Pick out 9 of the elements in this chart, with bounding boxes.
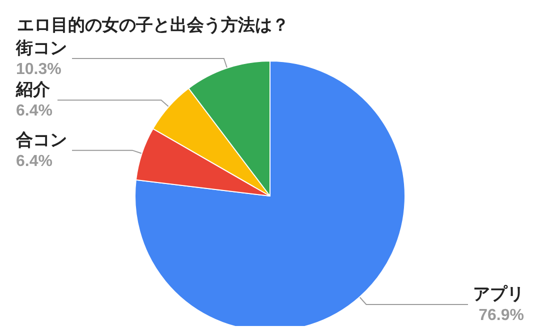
data-label: 6.4% [16,102,52,120]
data-label: 10.3% [16,61,62,78]
chart-title: エロ目的の女の子と出会う方法は？ [17,16,289,36]
slice-label: アプリ [473,284,524,304]
data-label: 6.4% [16,152,52,170]
slice-label: 合コン [15,130,67,150]
slice-label: 街コン [15,38,67,59]
data-label: 76.9% [478,306,524,324]
slice-label: 紹介 [15,80,51,100]
